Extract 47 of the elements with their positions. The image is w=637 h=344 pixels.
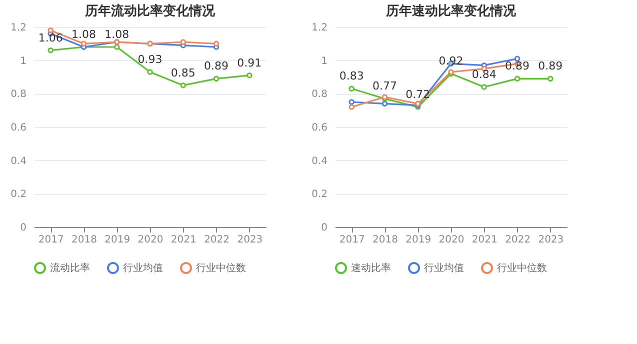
y-tick-label: 0.8 bbox=[312, 89, 328, 100]
x-tick-label: 2020 bbox=[138, 234, 164, 246]
data-label: 0.91 bbox=[237, 56, 262, 70]
y-tick-label: 0.4 bbox=[10, 156, 26, 167]
x-tick-label: 2017 bbox=[38, 234, 64, 246]
y-tick-label: 1.2 bbox=[312, 22, 328, 34]
y-tick-label: 0.2 bbox=[312, 189, 328, 200]
data-label: 0.85 bbox=[170, 66, 196, 80]
data-label: 1.08 bbox=[71, 28, 96, 41]
y-tick-label: 0 bbox=[321, 222, 328, 234]
y-tick-label: 1 bbox=[321, 56, 328, 67]
x-tick-label: 2020 bbox=[438, 234, 464, 246]
x-tick-label: 2022 bbox=[204, 234, 230, 246]
x-tick-label: 2023 bbox=[538, 234, 564, 246]
legend-label: 速动比率 bbox=[351, 262, 391, 274]
x-tick-label: 2019 bbox=[104, 234, 130, 246]
data-label: 0.83 bbox=[339, 70, 364, 83]
x-tick-label: 2018 bbox=[372, 234, 398, 246]
legend-label: 流动比率 bbox=[50, 262, 90, 274]
chart-title: 历年速动比率变化情况 bbox=[385, 3, 517, 19]
x-tick-label: 2021 bbox=[472, 234, 498, 246]
legend-label: 行业中位数 bbox=[196, 262, 246, 274]
x-tick-label: 2017 bbox=[339, 234, 365, 246]
legend-label: 行业中位数 bbox=[497, 262, 547, 274]
legend-label: 行业均值 bbox=[424, 262, 464, 274]
x-tick-label: 2023 bbox=[237, 234, 263, 246]
y-tick-label: 0.6 bbox=[312, 122, 328, 134]
y-tick-label: 0 bbox=[20, 222, 26, 234]
data-label: 1.08 bbox=[104, 28, 130, 41]
data-label: 0.93 bbox=[138, 53, 162, 66]
y-tick-label: 0.8 bbox=[10, 89, 26, 100]
y-tick-label: 0.2 bbox=[10, 189, 26, 200]
y-tick-label: 0.6 bbox=[10, 122, 26, 134]
x-tick-label: 2021 bbox=[170, 234, 196, 246]
data-label: 0.77 bbox=[372, 80, 397, 93]
data-label: 0.89 bbox=[538, 60, 563, 73]
chart-title: 历年流动比率变化情况 bbox=[84, 3, 216, 19]
legend-label: 行业均值 bbox=[123, 262, 163, 274]
x-tick-label: 2019 bbox=[406, 234, 432, 246]
y-tick-label: 1 bbox=[20, 56, 26, 67]
y-tick-label: 0.4 bbox=[312, 156, 328, 167]
x-tick-label: 2018 bbox=[71, 234, 97, 246]
data-label: 0.84 bbox=[472, 68, 496, 81]
x-tick-label: 2022 bbox=[505, 234, 531, 246]
data-label: 0.89 bbox=[204, 60, 229, 73]
y-tick-label: 1.2 bbox=[10, 22, 26, 34]
data-label: 1.06 bbox=[38, 31, 63, 44]
